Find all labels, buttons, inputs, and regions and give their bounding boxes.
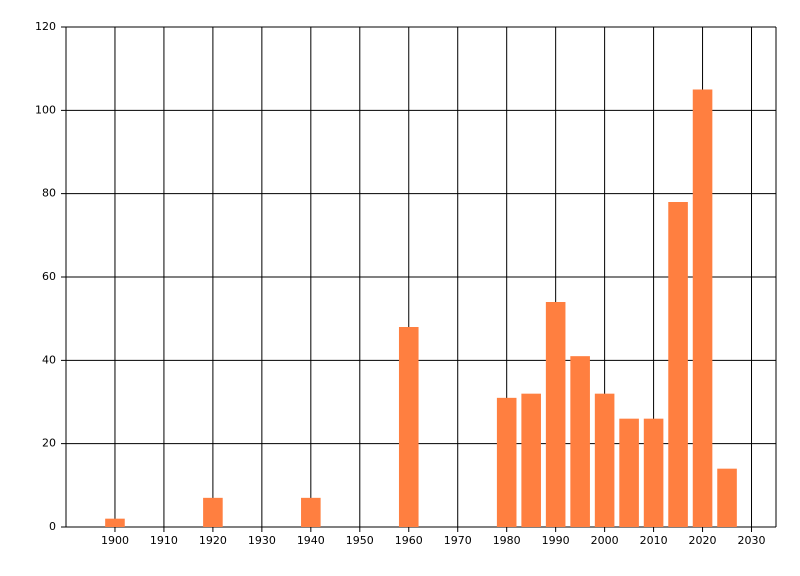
- bar: [105, 518, 125, 527]
- bar: [398, 327, 419, 527]
- bar: [594, 393, 615, 527]
- bar: [203, 497, 223, 527]
- x-tick-label: 1940: [297, 534, 325, 547]
- bar: [521, 393, 541, 527]
- bar: [643, 418, 664, 527]
- x-tick-label: 2000: [591, 534, 619, 547]
- x-tick-label: 2010: [640, 534, 668, 547]
- bar: [301, 497, 321, 527]
- x-tick-label: 1900: [101, 534, 129, 547]
- y-tick-label: 60: [42, 270, 56, 283]
- y-tick-label: 100: [35, 103, 56, 116]
- bar: [668, 202, 688, 527]
- x-tick-label: 2020: [689, 534, 717, 547]
- x-tick-label: 1970: [444, 534, 472, 547]
- x-tick-label: 1980: [493, 534, 521, 547]
- x-tick-label: 1910: [150, 534, 178, 547]
- x-tick-label: 1920: [199, 534, 227, 547]
- y-tick-label: 20: [42, 437, 56, 450]
- y-tick-label: 120: [35, 20, 56, 33]
- x-tick-label: 1960: [395, 534, 423, 547]
- bar: [619, 418, 639, 527]
- bar: [570, 356, 590, 527]
- y-tick-label: 40: [42, 353, 56, 366]
- bar: [545, 302, 566, 527]
- y-tick-label: 0: [49, 520, 56, 533]
- bar: [717, 468, 737, 527]
- x-tick-label: 1950: [346, 534, 374, 547]
- bar: [692, 89, 713, 527]
- y-tick-label: 80: [42, 187, 56, 200]
- bar: [496, 397, 517, 527]
- x-tick-label: 1990: [542, 534, 570, 547]
- x-tick-label: 1930: [248, 534, 276, 547]
- x-tick-label: 2030: [738, 534, 766, 547]
